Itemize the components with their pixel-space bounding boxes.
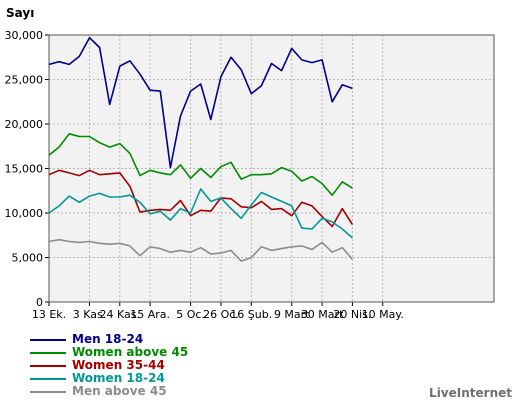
legend-swatch [30,390,66,393]
x-tick-label: 24 Kas. [100,308,140,321]
x-tick-label: 30 Mart [301,308,344,321]
legend-label: Women 35-44 [72,358,165,372]
legend-label: Women 18-24 [72,371,165,385]
x-tick-label: 3 Kas. [73,308,106,321]
x-tick-label: 10 May. [362,308,404,321]
series-line-women-18-24 [48,188,353,239]
chart-legend: Men 18-24 Women above 45 Women 35-44 Women … [30,333,188,398]
series-line-women-above-45 [48,133,353,196]
series-line-men-18-24 [48,36,353,169]
y-tick-label: 10,000 [5,207,44,220]
y-tick-label: 15,000 [5,163,44,176]
y-tick-label: 5,000 [12,252,44,265]
legend-swatch [30,377,66,380]
legend-swatch [30,364,66,367]
x-tick-label: 13 Ek. [32,308,66,321]
brand-label: LiveInternet [429,386,512,400]
legend-item-men-18-24: Men 18-24 [30,333,188,346]
legend-item-men-above-45: Men above 45 [30,385,188,398]
series-line-women-35-44 [48,169,354,228]
y-tick-label: 0 [36,296,43,309]
series-line-men-above-45 [48,238,354,262]
plot-background [49,35,494,302]
legend-label: Men 18-24 [72,332,144,346]
legend-swatch [30,351,66,354]
x-tick-label: 16 Şub. [230,308,272,321]
legend-item-women-35-44: Women 35-44 [30,359,188,372]
x-tick-label: 26 Oc. [203,308,239,321]
y-tick-label: 30,000 [5,29,44,42]
x-tick-label: 20 Nis. [333,308,371,321]
y-tick-label: 20,000 [5,118,44,131]
plot-frame [48,34,495,303]
legend-label: Women above 45 [72,345,189,359]
legend-item-women-18-24: Women 18-24 [30,372,188,385]
y-axis-label: Sayı [6,6,34,20]
y-tick-label: 25,000 [5,74,44,87]
x-tick-label: 15 Ara. [130,308,170,321]
legend-item-women-above-45: Women above 45 [30,346,188,359]
x-tick-label: 9 Mart [274,308,310,321]
legend-label: Men above 45 [72,384,167,398]
x-tick-label: 5 Oc. [176,308,205,321]
legend-swatch [30,338,66,341]
